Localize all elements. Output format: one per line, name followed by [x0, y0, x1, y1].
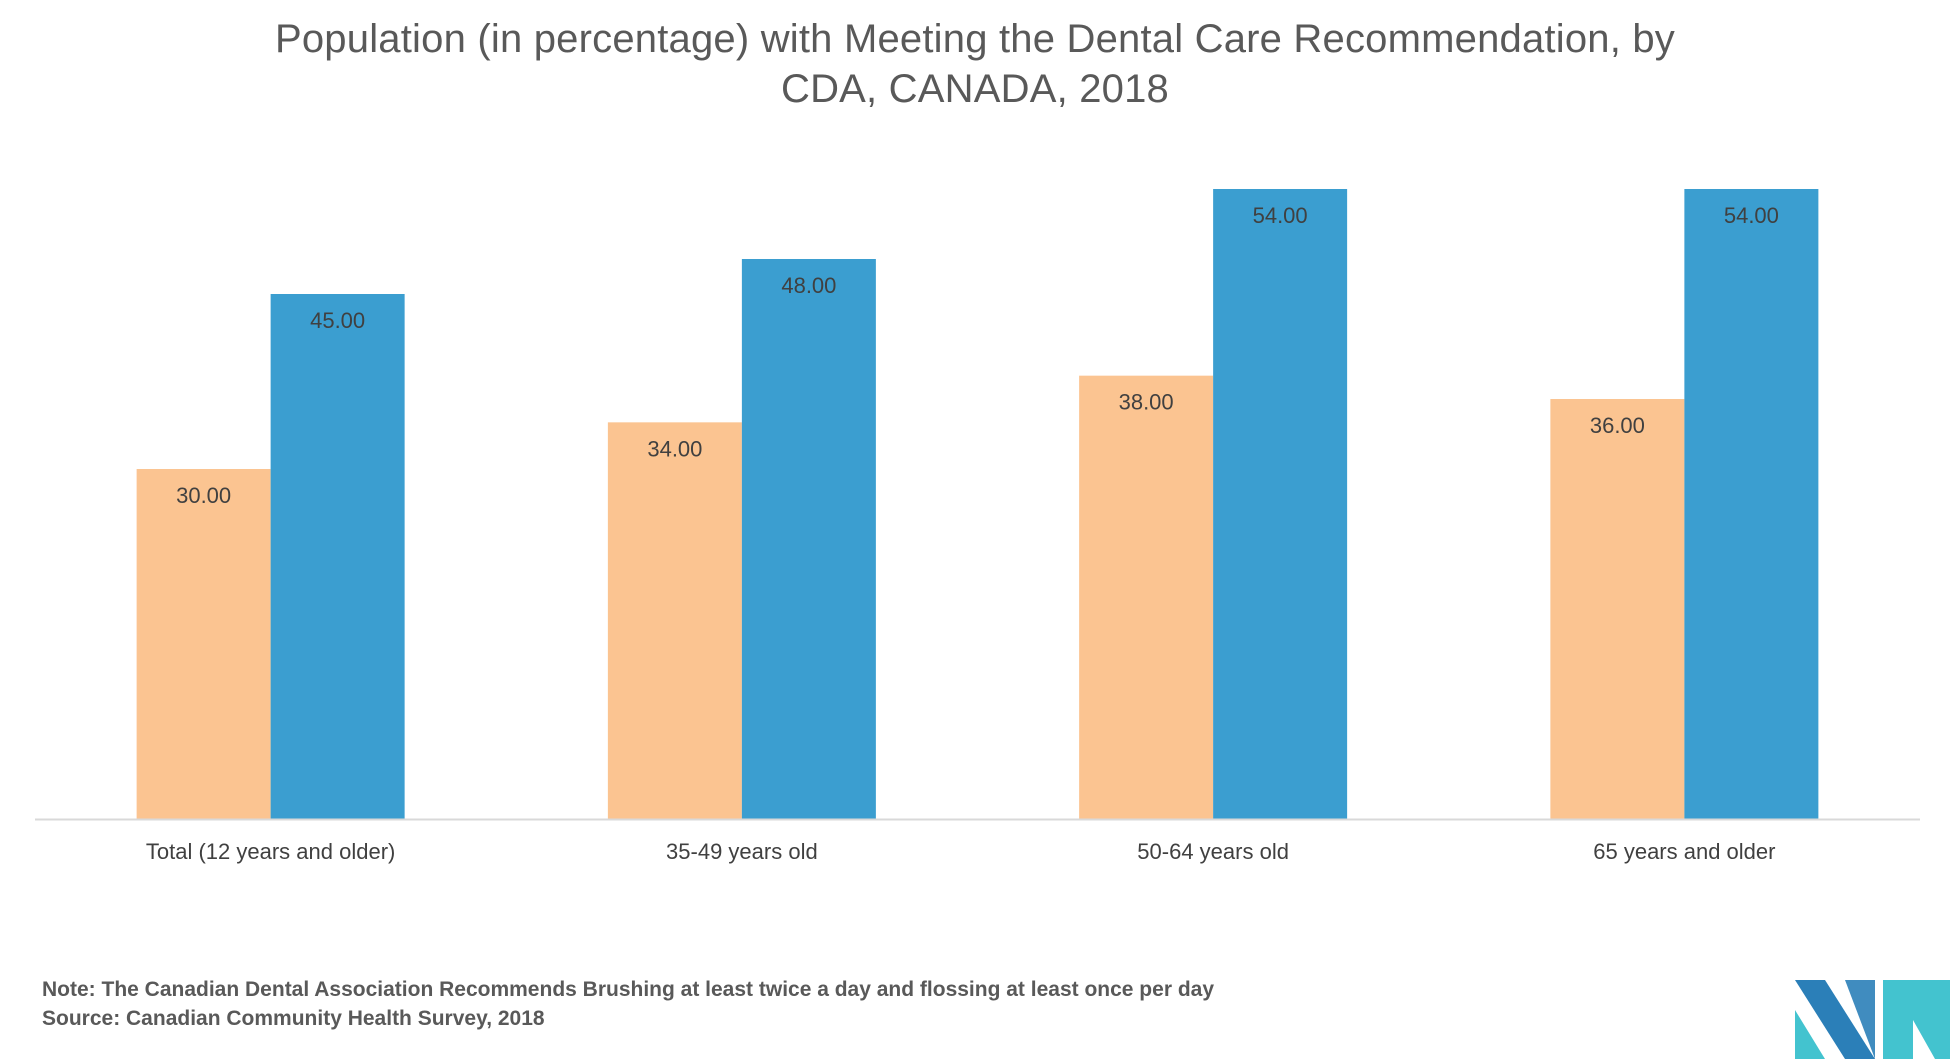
logo-dark-bar — [1845, 980, 1875, 1059]
data-label-series-2-2: 48.00 — [781, 273, 836, 298]
x-tick-label-1: Total (12 years and older) — [146, 839, 395, 864]
data-label-series-1-1: 30.00 — [176, 483, 231, 508]
bar-chart: 30.00 45.00 Total (12 years and older) 34.0… — [35, 189, 1920, 864]
chart-title: Population (in percentage) with Meeting … — [0, 14, 1950, 114]
data-label-series-1-4: 36.00 — [1590, 413, 1645, 438]
x-tick-label-4: 65 years and older — [1593, 839, 1775, 864]
data-label-series-1-3: 38.00 — [1119, 390, 1174, 415]
data-label-series-2-3: 54.00 — [1253, 203, 1308, 228]
note-text: Note: The Canadian Dental Association Re… — [42, 978, 1215, 1001]
x-tick-label-2: 35-49 years old — [666, 839, 818, 864]
logo-light-diagonal — [1913, 980, 1950, 1059]
logo-light-shape — [1883, 980, 1913, 1059]
logo-left-foot — [1795, 1010, 1825, 1059]
x-tick-label-3: 50-64 years old — [1137, 839, 1289, 864]
bar-series-2-3 — [1213, 189, 1348, 819]
bar-series-1-4 — [1550, 399, 1685, 819]
source-text: Source: Canadian Community Health Survey… — [42, 1007, 545, 1030]
bar-series-1-2 — [607, 422, 742, 819]
data-label-series-1-2: 34.00 — [647, 436, 702, 461]
logo-dark-shape — [1795, 980, 1875, 1059]
bar-series-2-1 — [270, 294, 405, 819]
mordor-intelligence-logo-icon — [1795, 980, 1950, 1059]
bar-series-1-3 — [1079, 375, 1214, 819]
chart-title-line-2: CDA, CANADA, 2018 — [781, 67, 1169, 111]
chart-title-line-1: Population (in percentage) with Meeting … — [274, 17, 1675, 61]
bar-series-2-2 — [741, 259, 876, 819]
data-label-series-2-4: 54.00 — [1724, 203, 1779, 228]
bar-series-1-1 — [136, 469, 271, 819]
bar-series-2-4 — [1684, 189, 1819, 819]
data-label-series-2-1: 45.00 — [310, 308, 365, 333]
